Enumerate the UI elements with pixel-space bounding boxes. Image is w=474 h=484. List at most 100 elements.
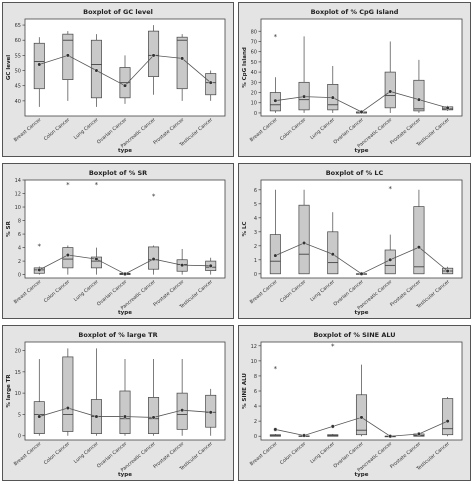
x-category-label: Ovarian Cancer (332, 441, 364, 470)
y-tick-label: 8 (254, 374, 257, 380)
mean-point (94, 68, 99, 73)
mean-point (359, 271, 364, 276)
y-axis-label: GC level (6, 55, 12, 80)
outlier-point: * (274, 365, 278, 373)
mean-point (416, 97, 421, 102)
mean-point (122, 414, 127, 419)
mean-point (94, 414, 99, 419)
box-iqr (413, 79, 425, 112)
plot-area (260, 18, 463, 117)
y-tick-label: 10 (15, 391, 21, 397)
boxplot-svg: Boxplot of % SINE ALU 0 2 4 6 8 10 12 % SINE ALU… (242, 331, 463, 478)
x-axis-label: type (118, 310, 132, 316)
y-tick-label: 40 (15, 99, 21, 105)
mean-point (151, 415, 156, 420)
x-category-label: Breast Cancer (13, 117, 43, 143)
plot-area (260, 179, 463, 279)
x-category-label: Prostate Cancer (389, 279, 422, 308)
panel-sr: Boxplot of % SR 0 2 4 6 8 10 12 14 % SR * * * * Breast… (2, 163, 234, 319)
x-category-label: Lung Cancer (73, 117, 100, 141)
boxplot-svg: Boxplot of GC level 40 45 50 55 60 65 GC level B… (6, 8, 226, 154)
outlier-point: * (331, 342, 335, 350)
x-category-label: Lung Cancer (73, 279, 100, 303)
chart-title: Boxplot of % SR (89, 169, 147, 177)
mean-point (151, 53, 156, 58)
box-iqr (355, 394, 368, 436)
x-category-label: Colon Cancer (279, 441, 307, 466)
x-category-label: Colon Cancer (279, 117, 307, 142)
mean-point (302, 240, 307, 245)
mean-point (180, 408, 185, 413)
x-category-label: Breast Cancer (249, 441, 279, 467)
mean-point (445, 268, 450, 273)
panel-cpg-island: Boxplot of % CpG Island 0 10 20 30 40 50 60 70 80… (238, 2, 471, 157)
x-category-label: Ovarian Cancer (96, 117, 128, 146)
y-tick-label: 8 (18, 219, 21, 225)
mean-point (180, 56, 185, 61)
mean-point (388, 257, 393, 262)
mean-point (388, 89, 393, 94)
x-category-label: Prostate Cancer (389, 117, 422, 146)
y-tick-label: 1 (254, 258, 257, 264)
y-tick-label: 5 (254, 202, 257, 208)
mean-point (445, 419, 450, 424)
x-category-label: Breast Cancer (249, 279, 279, 305)
mean-point (416, 431, 421, 436)
x-axis-label: type (118, 148, 132, 154)
y-axis-label: % large TR (6, 374, 12, 408)
y-axis-label: % SR (6, 220, 12, 236)
y-tick-label: 50 (251, 60, 257, 66)
y-tick-label: 60 (15, 38, 21, 44)
mean-point (208, 80, 213, 85)
y-tick-label: 3 (254, 230, 257, 236)
box-iqr (298, 204, 310, 275)
x-axis-label: type (355, 310, 369, 316)
boxplot-svg: Boxplot of % CpG Island 0 10 20 30 40 50 60 70 80… (242, 8, 463, 154)
x-category-label: Prostate Cancer (152, 441, 185, 470)
x-category-label: Ovarian Cancer (332, 279, 364, 308)
x-category-label: Lung Cancer (309, 117, 336, 141)
box-colon-cancer (298, 189, 310, 275)
y-tick-label: 0 (254, 272, 257, 278)
x-category-label: Lung Cancer (309, 279, 336, 303)
y-tick-label: 55 (15, 53, 21, 59)
mean-point (65, 253, 70, 258)
y-tick-label: 4 (254, 216, 257, 222)
mean-point (37, 414, 42, 419)
x-category-label: Lung Cancer (73, 441, 100, 465)
y-tick-label: 45 (15, 84, 21, 90)
mean-point (330, 95, 335, 100)
mean-point (359, 415, 364, 420)
y-tick-label: 50 (15, 69, 21, 75)
x-category-label: Colon Cancer (43, 441, 71, 466)
y-tick-label: 4 (18, 246, 21, 252)
y-tick-label: 10 (251, 101, 257, 107)
outlier-point: * (95, 181, 99, 189)
y-tick-label: 60 (251, 50, 257, 56)
outlier-point: * (66, 181, 70, 189)
y-tick-label: 2 (254, 244, 257, 250)
panel-gc-level: Boxplot of GC level 40 45 50 55 60 65 GC level B… (2, 2, 234, 157)
y-axis-label: % SINE ALU (242, 373, 248, 409)
y-tick-label: 0 (18, 273, 21, 279)
y-tick-label: 6 (254, 188, 257, 194)
mean-point (37, 267, 42, 272)
mean-point (273, 427, 278, 432)
box-iqr (119, 390, 131, 434)
y-tick-label: 15 (15, 370, 21, 376)
mean-point (37, 62, 42, 67)
mean-point (122, 83, 127, 88)
box-iqr (90, 256, 102, 269)
y-tick-label: 14 (15, 178, 21, 184)
y-axis-label: % LC (242, 222, 248, 237)
chart-title: Boxplot of % LC (326, 169, 384, 177)
mean-point (65, 406, 70, 411)
x-category-label: Breast Cancer (249, 117, 279, 143)
y-tick-label: 0 (18, 434, 21, 440)
chart-title: Boxplot of % large TR (78, 331, 157, 339)
mean-point (94, 257, 99, 262)
outlier-point: * (274, 33, 278, 41)
outlier-point: * (152, 193, 156, 201)
mean-point (416, 245, 421, 250)
